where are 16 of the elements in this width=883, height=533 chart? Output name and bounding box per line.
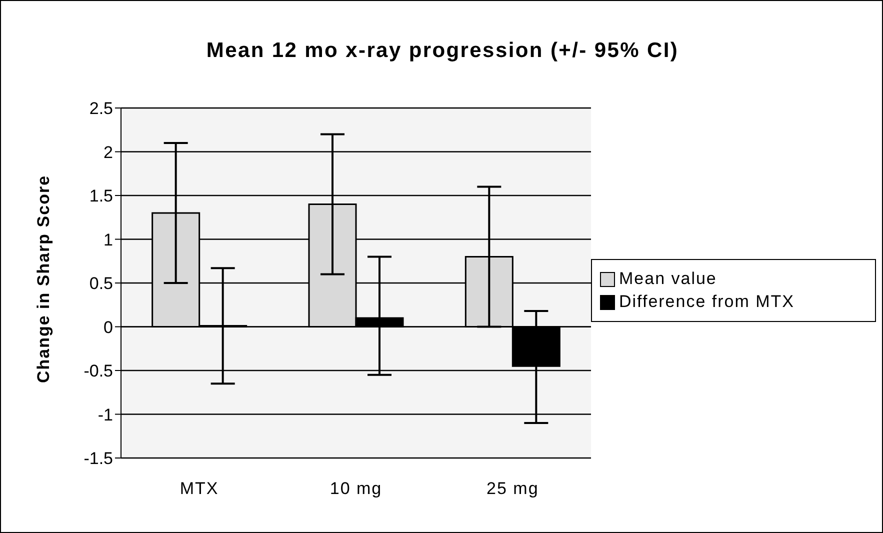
legend-label: Mean value [619,269,717,289]
y-tick-label: 1.5 [89,186,113,206]
y-tick-label: 2.5 [89,99,113,118]
legend-label: Difference from MTX [619,292,795,312]
y-tick-label: -1 [98,405,113,424]
y-tick-label: 0 [104,318,113,337]
x-tick-label: 25 mg [486,479,539,498]
chart-title: Mean 12 mo x-ray progression (+/- 95% CI) [205,39,680,63]
y-tick-label: 2 [104,142,113,162]
y-tick-label: -0.5 [84,362,113,381]
x-tick-label: 10 mg [330,479,382,498]
y-tick-label: 1 [104,230,113,250]
y-tick-label: 0.5 [89,274,113,294]
x-tick-label: MTX [180,479,219,498]
y-axis-title: Change in Sharp Score [34,174,54,383]
y-tick-label: -1.5 [84,449,113,468]
